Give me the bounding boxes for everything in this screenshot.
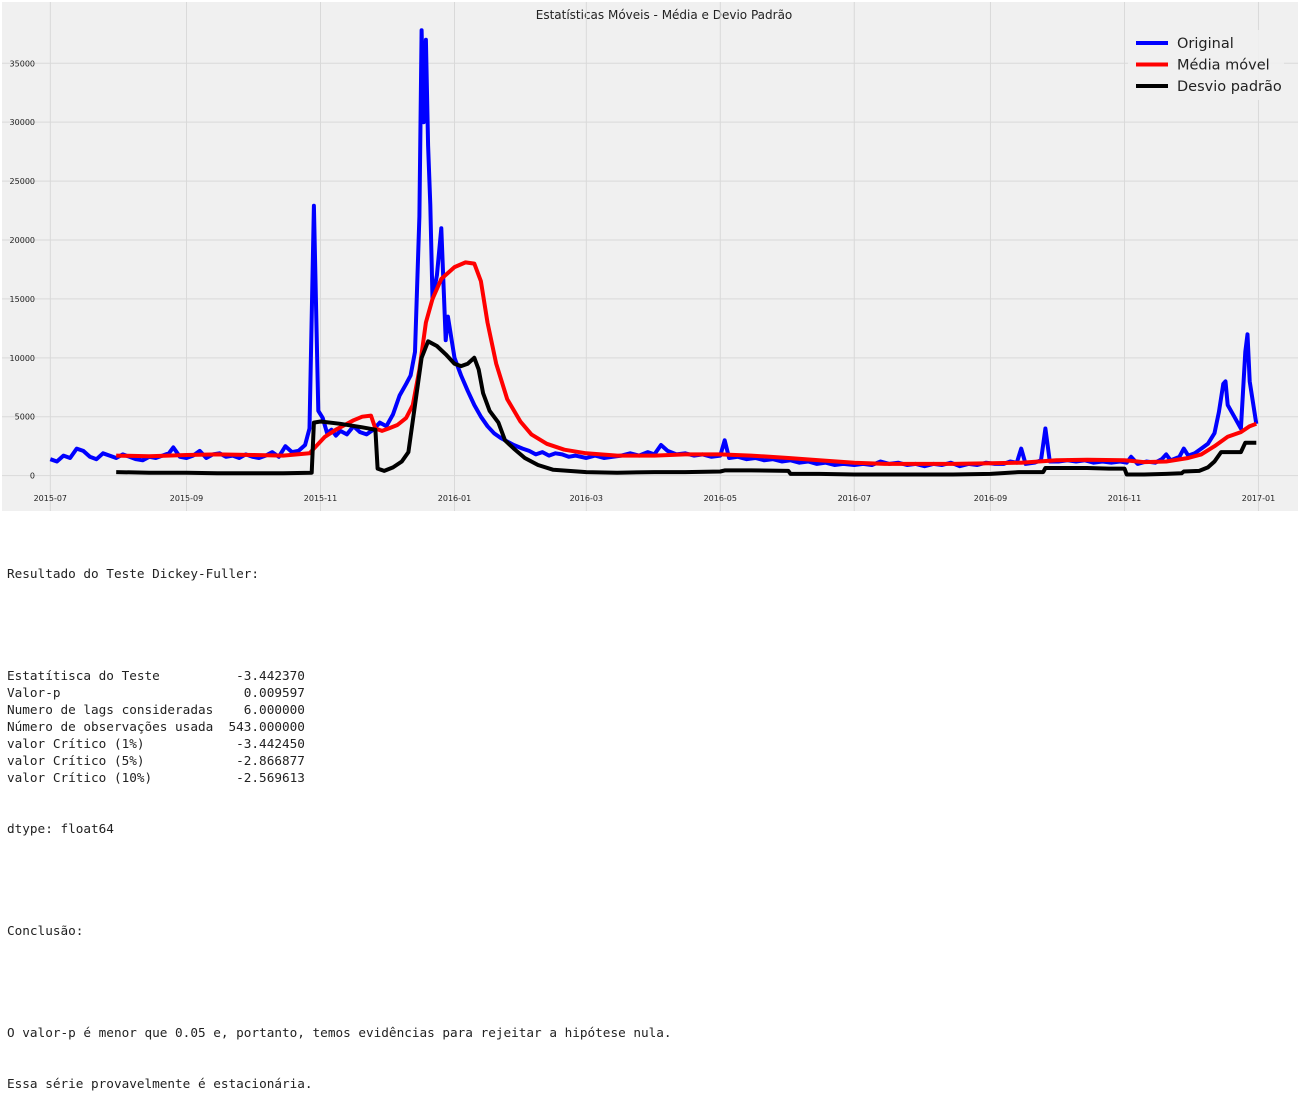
y-tick-label: 25000 bbox=[10, 177, 35, 186]
result-label: Valor-p bbox=[7, 685, 61, 700]
result-row: Número de observações usada 543.000000 bbox=[7, 718, 672, 735]
y-axis-ticks: 0 5000 10000 15000 20000 25000 30000 35000 bbox=[10, 59, 35, 480]
result-rows: Estatítisca do Teste -3.442370 Valor-p 0.00… bbox=[7, 667, 672, 786]
y-tick-label: 35000 bbox=[10, 59, 35, 68]
legend-label-0: Original bbox=[1177, 36, 1234, 52]
result-value: 543.000000 bbox=[228, 719, 305, 734]
output-header: Resultado do Teste Dickey-Fuller: bbox=[7, 566, 260, 581]
x-tick-label: 2016-01 bbox=[438, 494, 471, 503]
conclusion-line-2: Essa série provavelmente é estacionária. bbox=[7, 1076, 313, 1091]
result-value: 0.009597 bbox=[243, 685, 305, 700]
y-tick-label: 30000 bbox=[10, 118, 35, 127]
y-tick-label: 0 bbox=[30, 472, 35, 481]
x-tick-label: 2016-03 bbox=[570, 494, 603, 503]
result-value: -3.442370 bbox=[236, 668, 305, 683]
blank-line bbox=[7, 871, 672, 888]
conclusion-line-1: O valor-p é menor que 0.05 e, portanto, … bbox=[7, 1025, 672, 1040]
y-tick-label: 10000 bbox=[10, 354, 35, 363]
result-label: Numero de lags consideradas bbox=[7, 702, 214, 717]
y-tick-label: 5000 bbox=[15, 413, 35, 422]
x-tick-label: 2017-01 bbox=[1242, 494, 1275, 503]
result-value: 6.000000 bbox=[243, 702, 305, 717]
blank-line bbox=[7, 616, 672, 633]
series-line-2 bbox=[116, 339, 1257, 477]
result-row: valor Crítico (5%) -2.866877 bbox=[7, 752, 672, 769]
x-tick-label: 2016-09 bbox=[974, 494, 1007, 503]
conclusion-header: Conclusão: bbox=[7, 923, 84, 938]
result-value: -2.569613 bbox=[236, 770, 305, 785]
result-row: Estatítisca do Teste -3.442370 bbox=[7, 667, 672, 684]
result-value: -3.442450 bbox=[236, 736, 305, 751]
result-label: valor Crítico (10%) bbox=[7, 770, 153, 785]
rolling-stats-chart: Estatísticas Móveis - Média e Devio Padr… bbox=[0, 0, 1300, 520]
result-label: valor Crítico (1%) bbox=[7, 736, 145, 751]
legend: Original Média móvel Desvio padrão bbox=[1128, 30, 1284, 100]
series-lines bbox=[49, 28, 1259, 477]
result-label: Número de observações usada bbox=[7, 719, 214, 734]
x-tick-label: 2016-11 bbox=[1108, 494, 1141, 503]
x-tick-label: 2016-07 bbox=[838, 494, 871, 503]
x-tick-label: 2016-05 bbox=[704, 494, 737, 503]
x-tick-label: 2015-07 bbox=[34, 494, 67, 503]
result-row: Valor-p 0.009597 bbox=[7, 684, 672, 701]
grid-lines bbox=[2, 2, 1298, 511]
result-row: valor Crítico (10%) -2.569613 bbox=[7, 769, 672, 786]
x-axis-ticks: 2015-07 2015-09 2015-11 2016-01 2016-03 2016-… bbox=[34, 494, 1276, 503]
result-value: -2.866877 bbox=[236, 753, 305, 768]
dtype-line: dtype: float64 bbox=[7, 821, 114, 836]
legend-label-2: Desvio padrão bbox=[1177, 79, 1282, 95]
y-tick-label: 20000 bbox=[10, 236, 35, 245]
result-label: valor Crítico (5%) bbox=[7, 753, 145, 768]
result-row: Numero de lags consideradas 6.000000 bbox=[7, 701, 672, 718]
result-label: Estatítisca do Teste bbox=[7, 668, 160, 683]
y-tick-label: 15000 bbox=[10, 295, 35, 304]
legend-label-1: Média móvel bbox=[1177, 58, 1270, 74]
plot-background bbox=[2, 2, 1298, 511]
dickey-fuller-output: Resultado do Teste Dickey-Fuller: Estatí… bbox=[7, 531, 672, 1109]
x-tick-label: 2015-11 bbox=[304, 494, 337, 503]
x-tick-label: 2015-09 bbox=[170, 494, 203, 503]
blank-line bbox=[7, 973, 672, 990]
chart-title: Estatísticas Móveis - Média e Devio Padr… bbox=[536, 8, 793, 22]
rolling-stats-figure: Estatísticas Móveis - Média e Devio Padr… bbox=[0, 0, 1300, 520]
result-row: valor Crítico (1%) -3.442450 bbox=[7, 735, 672, 752]
